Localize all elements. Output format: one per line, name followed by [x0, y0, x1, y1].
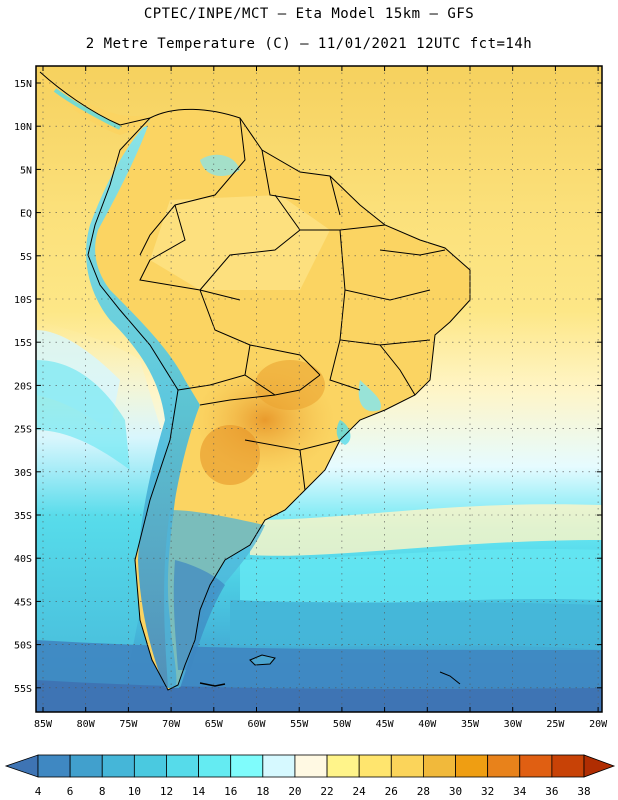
colorbar-label: 26 — [385, 785, 398, 798]
map-frame — [35, 65, 603, 713]
lon-tick-label: 60W — [247, 719, 266, 730]
colorbar-swatch — [37, 754, 71, 778]
colorbar-label: 24 — [353, 785, 367, 798]
lon-tick-label: 40W — [418, 719, 437, 730]
lon-tick-label: 80W — [77, 719, 96, 730]
lon-tick-label: 50W — [333, 719, 352, 730]
colorbar-label: 28 — [417, 785, 430, 798]
colorbar-label: 18 — [256, 785, 269, 798]
lat-tick-label: 10S — [14, 295, 32, 306]
colorbar-max-arrow — [583, 754, 616, 778]
colorbar-label: 6 — [67, 785, 74, 798]
lon-tick-label: 30W — [504, 719, 523, 730]
lat-tick-label: 45S — [14, 597, 32, 608]
colorbar: 4 6 8 10 12 14 16 18 20 22 24 26 28 30 32 34 36 38 — [4, 754, 616, 798]
lon-tick-label: 45W — [376, 719, 395, 730]
colorbar-label: 34 — [513, 785, 527, 798]
colorbar-swatch — [294, 754, 328, 778]
colorbar-swatch — [133, 754, 167, 778]
lon-tick-label: 65W — [205, 719, 224, 730]
colorbar-swatch — [487, 754, 521, 778]
lat-tick-label: 30S — [14, 468, 32, 479]
lat-tick-label: 10N — [14, 122, 32, 133]
lon-tick-label: 85W — [34, 719, 53, 730]
colorbar-swatch — [390, 754, 424, 778]
lon-tick-label: 55W — [290, 719, 309, 730]
latitude-axis: 15N 10N 5N EQ 5S 10S 15S 20S 25S 30S 35S 40S 45S 50S 5… — [14, 79, 602, 695]
map-title: CPTEC/INPE/MCT – Eta Model 15km – GFS — [143, 6, 475, 22]
lon-tick-label: 20W — [589, 719, 608, 730]
colorbar-swatch — [423, 754, 456, 778]
map-field — [36, 66, 602, 712]
colorbar-swatch — [101, 754, 135, 778]
lat-tick-label: 25S — [14, 425, 32, 436]
andes-cold-strip — [86, 120, 200, 688]
colorbar-label: 20 — [288, 785, 301, 798]
colorbar-swatch — [551, 754, 585, 778]
colorbar-label: 8 — [99, 785, 106, 798]
colorbar-swatch — [358, 754, 392, 778]
colorbar-min-arrow — [4, 754, 39, 778]
lon-tick-label: 25W — [546, 719, 565, 730]
colorbar-label: 32 — [481, 785, 494, 798]
colorbar-swatch — [198, 754, 232, 778]
colorbar-swatch — [262, 754, 296, 778]
colorbar-label: 22 — [320, 785, 333, 798]
lon-tick-label: 70W — [162, 719, 181, 730]
colorbar-label: 36 — [545, 785, 558, 798]
lat-tick-label: 40S — [14, 554, 32, 565]
lat-tick-label: 20S — [14, 381, 32, 392]
colorbar-swatch — [230, 754, 264, 778]
colorbar-label: 14 — [192, 785, 206, 798]
colorbar-swatch — [455, 754, 489, 778]
colorbar-label: 16 — [224, 785, 237, 798]
colorbar-swatch — [326, 754, 360, 778]
colorbar-label: 38 — [577, 785, 590, 798]
lat-tick-label: 5N — [20, 165, 32, 176]
colorbar-swatch — [166, 754, 199, 778]
map-subtitle: 2 Metre Temperature (C) – 11/01/2021 12U… — [85, 36, 533, 52]
colorbar-label: 30 — [449, 785, 462, 798]
colorbar-swatch — [69, 754, 103, 778]
lon-tick-label: 75W — [119, 719, 138, 730]
lat-tick-label: 50S — [14, 641, 32, 652]
lat-tick-label: 55S — [14, 684, 32, 695]
lat-tick-label: EQ — [20, 209, 32, 220]
colorbar-label: 10 — [128, 785, 141, 798]
lat-tick-label: 15S — [14, 338, 32, 349]
lon-tick-label: 35W — [461, 719, 480, 730]
colorbar-label: 12 — [160, 785, 173, 798]
longitude-axis: 85W 80W 75W 70W 65W 60W 55W 50W 45W 40W 35W 30W 25W 2… — [34, 66, 608, 730]
country-borders — [39, 71, 471, 691]
lat-tick-label: 5S — [20, 252, 32, 263]
colorbar-swatch — [519, 754, 553, 778]
lat-tick-label: 35S — [14, 511, 32, 522]
colorbar-label: 4 — [35, 785, 42, 798]
lat-tick-label: 15N — [14, 79, 32, 90]
